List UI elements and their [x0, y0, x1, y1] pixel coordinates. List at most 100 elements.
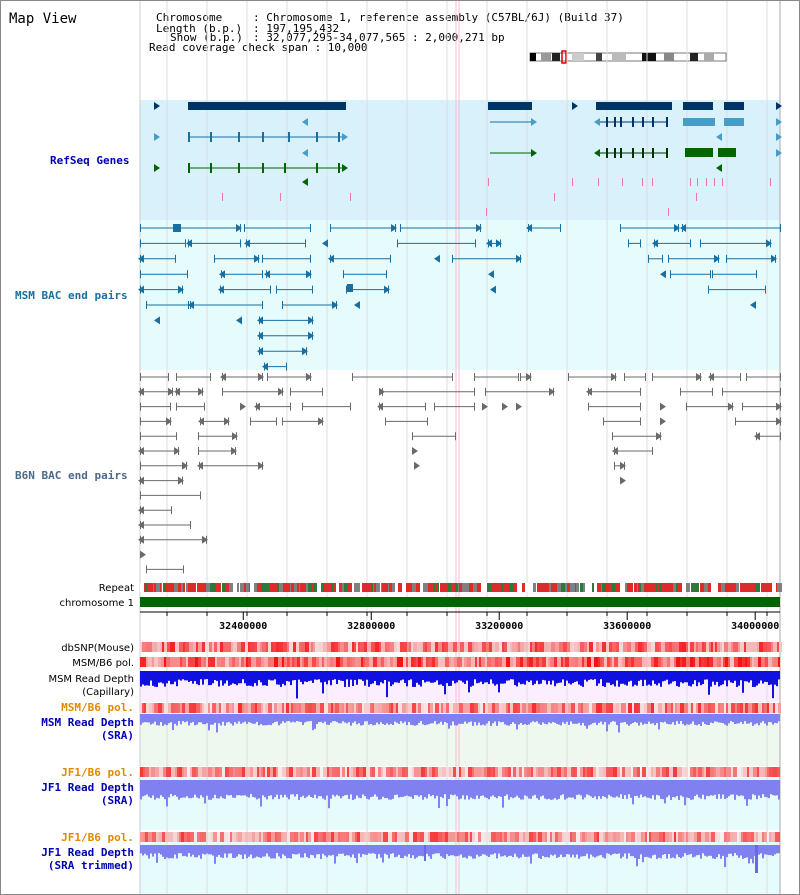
msm-depth-sra-bar — [322, 714, 324, 724]
msm-depth-cap-bar — [308, 671, 310, 682]
bac-pair-end — [670, 270, 671, 279]
arrow-right-icon — [531, 149, 537, 157]
msm-depth-sra-bar — [312, 714, 314, 731]
jf1-b6-pol2-heat-cell — [641, 832, 643, 842]
bac-pair-end — [780, 373, 781, 381]
msm-bac-track[interactable] — [138, 224, 781, 371]
msm-b6-pol-heat-cell — [211, 657, 215, 667]
jf1-b6-pol2-heat-cell — [275, 832, 277, 842]
jf1-depth-sra-bar — [384, 780, 386, 799]
msm-b6-pol-heat-cell — [539, 657, 542, 667]
msm-depth-sra-bar — [752, 714, 754, 726]
repeat-block — [736, 583, 739, 592]
arrow-left-icon — [377, 402, 383, 411]
msm-depth-cap-bar — [156, 671, 158, 687]
jf1-b6-pol-heat-cell — [449, 767, 451, 777]
jf1-depth-trim-bar — [564, 845, 566, 857]
jf1-b6-pol-2-label: JF1/B6 pol. — [61, 831, 134, 844]
arrow-left-icon — [257, 331, 263, 340]
jf1-depth-trim-bar — [196, 845, 198, 858]
msm-depth-sra-bar — [626, 714, 628, 725]
jf1-depth-trim-bar — [314, 845, 316, 858]
msm-depth-cap-bar — [472, 671, 474, 686]
dbsnp-heat-cell — [690, 642, 694, 652]
msm-b6-pol2-heat-cell — [348, 703, 352, 713]
msm-depth-sra-bar — [154, 714, 156, 722]
msm-b6-pol2-heat-cell — [162, 703, 164, 713]
jf1-depth-sra-bar — [256, 780, 258, 800]
repeat-block — [350, 583, 351, 592]
msm-depth-cap-bar — [550, 671, 552, 685]
msm-b6-pol-heat-cell — [460, 657, 462, 667]
repeat-block — [227, 583, 229, 592]
jf1-depth-sra-bar — [718, 780, 720, 795]
msm-b6-pol2-heat-cell — [158, 703, 162, 713]
jf1-b6-pol-heat-cell — [575, 767, 577, 777]
chromosome-ideogram[interactable] — [529, 50, 727, 64]
jf1-depth-trim-bar — [200, 845, 202, 859]
msm-depth-sra-bar — [276, 714, 278, 722]
msm-depth-cap-bar — [384, 671, 386, 680]
jf1-depth-trim-bar — [670, 845, 672, 859]
b6n-bac-track[interactable] — [138, 373, 782, 574]
msm-b6-pol2-heat-cell — [616, 703, 619, 713]
bac-pair-end — [568, 373, 569, 381]
msm-b6-pol-heat-cell — [695, 657, 699, 667]
jf1-b6-pol-heat-cell — [370, 767, 372, 777]
refseq-genes-track[interactable] — [154, 102, 782, 216]
jf1-depth-trim-bar — [398, 845, 400, 855]
msm-depth-sra-bar — [220, 714, 222, 726]
msm-depth-sra-bar — [732, 714, 734, 723]
jf1-depth-trim-bar — [394, 845, 396, 858]
jf1-depth-sra-bar — [494, 780, 496, 798]
dbsnp-heat-cell — [688, 642, 690, 652]
msm-depth-cap-bar — [376, 671, 378, 686]
jf1-depth-sra-bar — [388, 780, 390, 800]
msm-depth-sra-bar — [314, 714, 316, 729]
msm-b6-pol-heat-cell — [180, 657, 182, 667]
refseq-exon — [642, 117, 644, 127]
jf1-depth-trim-bar — [268, 845, 270, 857]
msm-b6-pol-heat-cell — [513, 657, 516, 667]
jf1-b6-pol-heat-cell — [720, 767, 724, 777]
jf1-b6-pol-heat-cell — [151, 767, 155, 777]
jf1-depth-sra-bar — [402, 780, 404, 797]
arrow-left-icon — [197, 461, 203, 470]
jf1-b6-pol-heat-cell — [465, 767, 468, 777]
jf1-b6-pol-heat-cell — [710, 767, 714, 777]
jf1-depth-trim-bar — [672, 845, 674, 858]
jf1-depth-sra-bar — [654, 780, 656, 800]
msm-depth-sra-bar — [706, 714, 708, 725]
jf1-depth-trim-bar — [392, 845, 394, 854]
bac-pair-end — [640, 387, 641, 396]
msm-depth-sra-bar — [292, 714, 294, 722]
ideogram-band — [664, 53, 674, 61]
dbsnp-heat-cell — [152, 642, 154, 652]
msm-b6-pol2-heat-cell — [180, 703, 182, 713]
msm-depth-sra-bar — [660, 714, 662, 722]
msm-b6-pol2-heat-cell — [575, 703, 578, 713]
jf1-b6-pol-heat-cell — [332, 767, 336, 777]
msm-depth-sra-bar — [474, 714, 476, 723]
msm-b6-pol-heat-cell — [587, 657, 591, 667]
dbsnp-heat-cell — [551, 642, 555, 652]
arrow-right-icon — [308, 316, 314, 325]
msm-depth-cap-bar — [652, 671, 654, 681]
jf1-depth-sra-bar — [394, 780, 396, 795]
repeat-track[interactable] — [140, 583, 782, 592]
msm-depth-cap-bar — [452, 671, 454, 681]
msm-depth-cap-bar — [294, 671, 296, 680]
arrow-left-icon — [236, 316, 242, 325]
repeat-block — [548, 583, 549, 592]
arrow-left-icon — [716, 164, 722, 172]
repeat-block — [553, 583, 556, 592]
jf1-depth-trim-bar — [626, 845, 628, 859]
dbsnp-heat-cell — [672, 642, 675, 652]
dbsnp-heat-cell — [356, 642, 358, 652]
chromosome-key: Chromosome — [156, 11, 222, 24]
msm-depth-sra-bar — [140, 714, 142, 725]
msm-b6-pol-heat-cell — [618, 657, 622, 667]
msm-depth-sra-bar — [702, 714, 704, 722]
jf1-depth-trim-bar — [218, 845, 220, 855]
jf1-b6-pol-heat-cell — [421, 767, 425, 777]
